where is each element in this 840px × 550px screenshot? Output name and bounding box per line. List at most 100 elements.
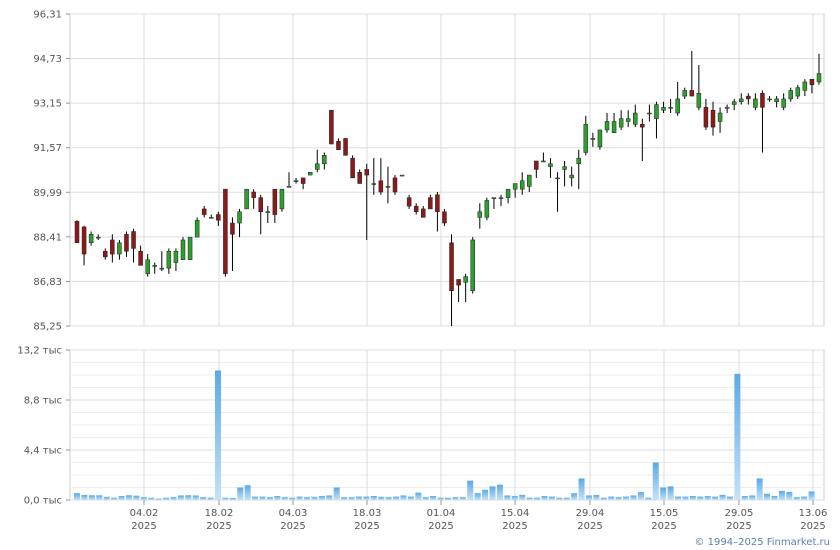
candle-body-down bbox=[138, 250, 143, 266]
candle bbox=[590, 132, 596, 147]
volume-bar bbox=[385, 497, 392, 500]
candle bbox=[307, 172, 313, 176]
candle-body-down bbox=[251, 191, 256, 198]
candle bbox=[795, 84, 801, 99]
candle bbox=[534, 160, 539, 178]
volume-bar bbox=[118, 496, 125, 500]
price-y-tick-label: 88,41 bbox=[33, 232, 62, 243]
x-tick-year: 2025 bbox=[280, 521, 305, 532]
price-y-tick-label: 94,73 bbox=[33, 54, 62, 65]
volume-bar bbox=[704, 496, 711, 500]
volume-bar bbox=[363, 496, 370, 500]
volume-bar bbox=[741, 496, 748, 500]
candle-body-down bbox=[74, 221, 80, 244]
x-tick-date: 01.04 bbox=[427, 508, 456, 519]
candle bbox=[286, 172, 292, 188]
candle-body-up bbox=[244, 188, 249, 210]
candle bbox=[166, 248, 172, 274]
candle bbox=[152, 262, 157, 274]
candle bbox=[187, 236, 193, 260]
candle bbox=[788, 87, 793, 102]
price-grid bbox=[69, 13, 825, 327]
volume-bar bbox=[511, 496, 518, 500]
volume-bar bbox=[645, 497, 652, 500]
volume-bar bbox=[793, 497, 800, 500]
candle-body-up bbox=[647, 112, 652, 115]
candle-body-down bbox=[809, 78, 815, 86]
volume-bar bbox=[808, 491, 815, 500]
x-tick-date: 04.02 bbox=[130, 508, 159, 519]
candle bbox=[95, 234, 101, 240]
candle-body-up bbox=[484, 200, 490, 218]
candle-body-down bbox=[406, 197, 412, 207]
candle bbox=[555, 172, 560, 212]
candle bbox=[710, 101, 716, 136]
volume-bar bbox=[623, 496, 630, 500]
candle bbox=[279, 188, 285, 212]
volume-bar bbox=[726, 496, 733, 500]
x-tick-date: 04.03 bbox=[279, 508, 308, 519]
x-tick-year: 2025 bbox=[131, 521, 156, 532]
candle bbox=[661, 101, 666, 114]
x-tick-year: 2025 bbox=[428, 521, 453, 532]
volume-bar bbox=[563, 497, 570, 500]
volume-bar bbox=[786, 492, 793, 500]
volume-bar bbox=[163, 497, 170, 500]
price-y-tick-label: 86,83 bbox=[33, 277, 62, 288]
volume-bar bbox=[415, 492, 422, 500]
candle-body-up bbox=[583, 124, 589, 153]
candle-body-up bbox=[463, 276, 468, 283]
candle-body-up bbox=[668, 107, 673, 109]
x-tick-date: 29.04 bbox=[576, 508, 605, 519]
candle bbox=[145, 254, 150, 277]
candle bbox=[746, 93, 751, 105]
volume-bar bbox=[133, 495, 140, 500]
volume-bar bbox=[474, 493, 481, 500]
candle-body-down bbox=[534, 160, 539, 170]
candle-body-down bbox=[272, 188, 278, 215]
candle bbox=[378, 158, 384, 195]
volume-bar bbox=[222, 497, 229, 500]
volume-bar bbox=[541, 496, 548, 500]
candle-body-up bbox=[767, 98, 772, 101]
candle bbox=[103, 248, 108, 260]
volume-bar bbox=[400, 495, 407, 500]
volume-bar bbox=[437, 497, 444, 500]
candle bbox=[428, 194, 433, 210]
price-y-tick-label: 96,31 bbox=[33, 10, 62, 21]
candle-body-up bbox=[724, 107, 730, 109]
volume-bar bbox=[200, 497, 207, 500]
volume-bar bbox=[289, 497, 296, 500]
candle-body-up bbox=[286, 186, 292, 188]
volume-bar bbox=[422, 497, 429, 500]
candle-body-down bbox=[392, 177, 398, 193]
volume-bar bbox=[593, 494, 600, 500]
candle bbox=[739, 93, 744, 105]
volume-bar bbox=[526, 497, 533, 500]
candle bbox=[300, 177, 306, 190]
candle-body-down bbox=[300, 177, 306, 184]
candle bbox=[392, 175, 398, 195]
candle bbox=[371, 158, 377, 195]
candle bbox=[576, 149, 581, 190]
candle bbox=[216, 211, 221, 226]
volume-bar bbox=[318, 496, 325, 500]
candle-body-down bbox=[131, 231, 136, 249]
candle bbox=[774, 96, 779, 108]
candle-body-down bbox=[336, 140, 341, 150]
candle-body-down bbox=[435, 194, 440, 213]
candle-body-down bbox=[343, 138, 348, 156]
volume-bar bbox=[749, 495, 756, 500]
candle-body-down bbox=[710, 109, 716, 128]
price-y-tick-label: 91,57 bbox=[33, 143, 62, 154]
candle-body-up bbox=[385, 186, 391, 188]
candle-body-up bbox=[512, 183, 518, 190]
x-axis: 04.02 2025 18.02 2025 04.03 2025 18.03 2025 01.0… bbox=[130, 500, 827, 532]
candle-body-down bbox=[216, 214, 221, 221]
candle bbox=[816, 53, 822, 85]
volume-bar bbox=[585, 495, 592, 500]
candle-body-up bbox=[265, 211, 271, 214]
volume-bar bbox=[393, 496, 400, 500]
candle bbox=[541, 152, 546, 163]
candle bbox=[611, 113, 617, 134]
